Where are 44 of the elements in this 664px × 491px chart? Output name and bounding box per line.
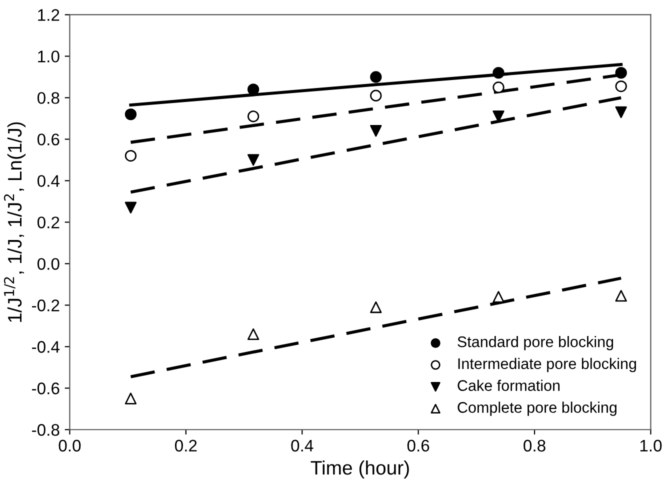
x-axis-title: Time (hour) — [310, 460, 409, 479]
y-tick-label: -0.6 — [32, 382, 60, 394]
line-series — [129, 62, 623, 106]
point — [124, 150, 137, 162]
point — [492, 81, 504, 94]
y-tick-label: -0.8 — [32, 424, 60, 436]
point — [247, 84, 260, 96]
x-tick-label: 1.0 — [640, 440, 662, 452]
point — [615, 290, 627, 302]
y-tick-label: 0.2 — [37, 216, 60, 228]
point — [370, 301, 382, 314]
point — [370, 71, 382, 83]
point — [247, 154, 260, 166]
x-tick-label: 0.0 — [58, 440, 81, 452]
point — [615, 80, 627, 92]
y-tick-label: 0.0 — [37, 258, 60, 270]
legend-label: Complete pore blocking — [458, 402, 616, 416]
y-tick-label: 1.0 — [38, 50, 60, 62]
x-tick-label: 0.2 — [174, 440, 197, 452]
legend-label: Intermediate pore blocking — [458, 358, 636, 372]
point — [492, 66, 504, 79]
x-tick-label: 0.4 — [291, 440, 314, 452]
point — [247, 110, 260, 122]
y-axis-title: 1/J$^{1/2}$, 1/J, 1/J$^{2}$, Ln(1/J) — [4, 122, 26, 322]
y-tick-label: 0.6 — [37, 134, 60, 146]
x-tick-label: 0.8 — [524, 440, 546, 452]
x-tick-label: 0.6 — [407, 440, 430, 452]
point — [247, 328, 260, 340]
y-tick-label: 0.4 — [37, 175, 60, 187]
point — [615, 66, 627, 79]
y-tick-label: -0.2 — [32, 300, 60, 312]
y-tick-label: 1.2 — [38, 9, 60, 21]
point — [370, 90, 382, 102]
point — [615, 106, 627, 118]
legend-label: Standard pore blocking — [458, 336, 614, 350]
point — [492, 291, 504, 303]
point — [370, 125, 382, 137]
point — [124, 392, 137, 404]
y-tick-label: -0.4 — [32, 341, 60, 353]
point — [124, 202, 137, 214]
point — [124, 108, 137, 120]
legend-label: Cake formation — [458, 380, 560, 391]
line-series — [129, 96, 623, 194]
y-tick-label: 0.8 — [37, 92, 60, 104]
